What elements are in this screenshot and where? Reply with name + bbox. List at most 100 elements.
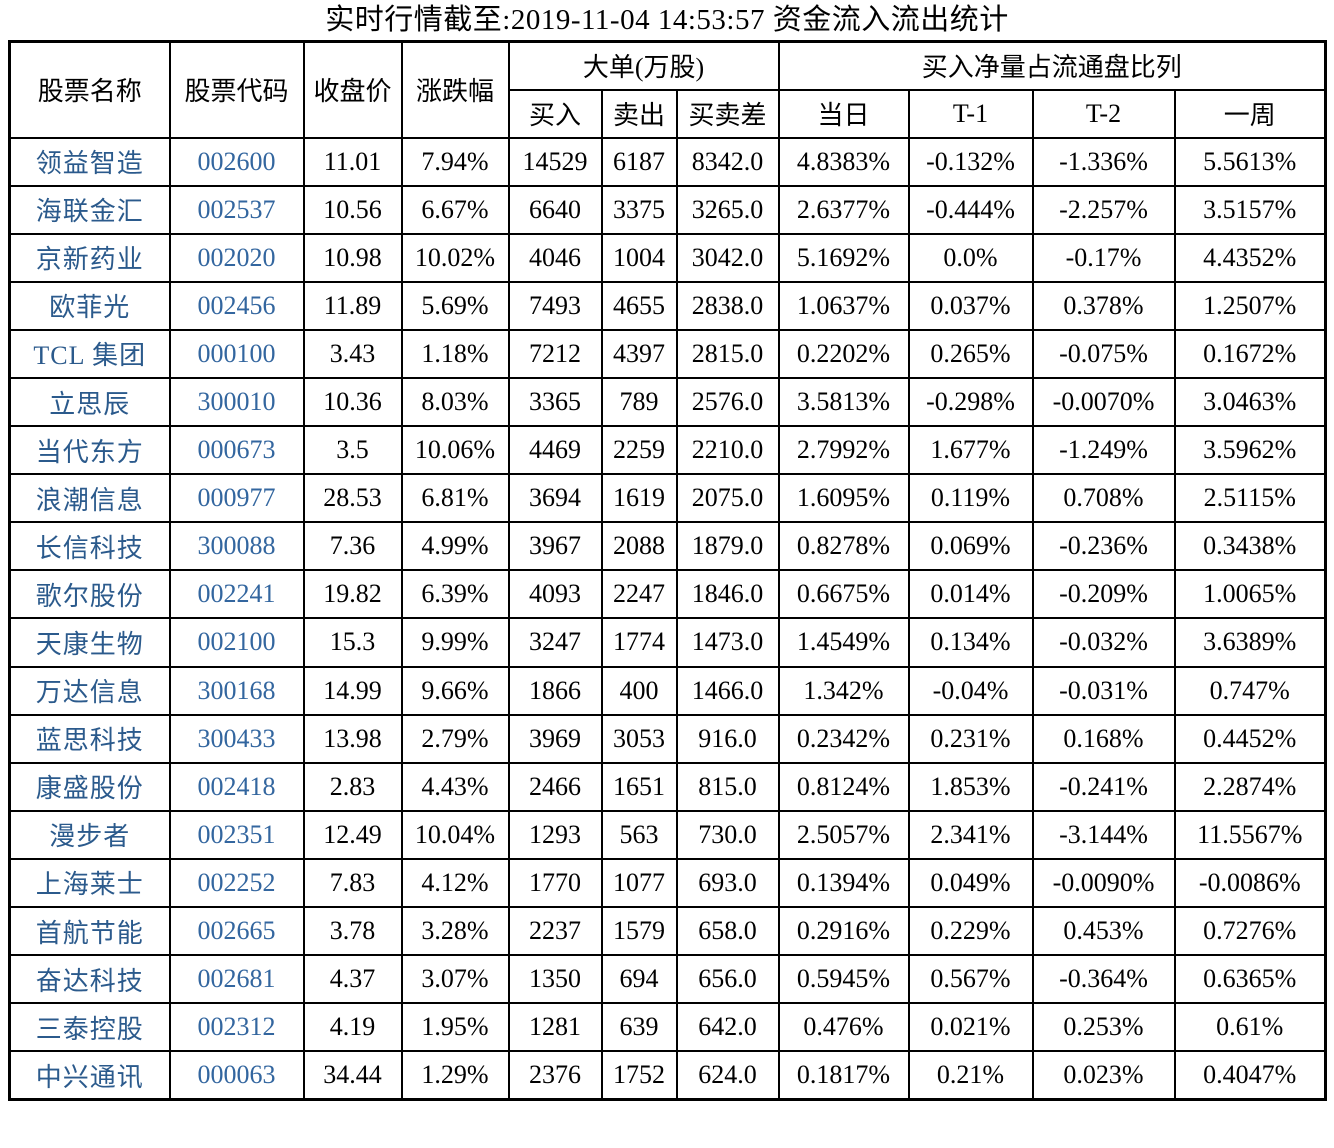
stock-code-cell: 002456 [168, 280, 305, 331]
stock-name-cell: TCL 集团 [8, 328, 171, 379]
sell-cell: 563 [600, 809, 678, 860]
buy-sell-diff-cell: 693.0 [675, 857, 780, 909]
stock-name-cell: 欧菲光 [8, 280, 171, 331]
close-price-cell: 3.5 [302, 425, 403, 476]
col-header-week: 一周 [1173, 88, 1327, 139]
close-price-cell: 19.82 [302, 569, 403, 620]
change-pct-cell: 6.67% [400, 184, 510, 235]
sell-cell: 3053 [600, 713, 678, 764]
t2-ratio-cell: 0.253% [1031, 1002, 1176, 1053]
change-pct-cell: 10.06% [400, 425, 510, 476]
t2-ratio-cell: -0.17% [1031, 232, 1176, 283]
fund-flow-table: 股票名称 股票代码 收盘价 涨跌幅 大单(万股) 买入净量占流通盘比列 买入 卖… [8, 40, 1328, 1101]
stock-code-cell: 002020 [168, 232, 305, 283]
t2-ratio-cell: 0.378% [1031, 280, 1176, 331]
stock-code-cell: 002418 [168, 761, 305, 812]
table-body: 领益智造 002600 11.01 7.94% 14529 6187 8342.0 4.838… [8, 136, 1327, 1101]
t2-ratio-cell: -0.0090% [1031, 857, 1176, 909]
close-price-cell: 10.98 [302, 232, 403, 283]
buy-sell-diff-cell: 3265.0 [675, 184, 780, 235]
sell-cell: 4655 [600, 280, 678, 331]
today-ratio-cell: 1.6095% [777, 473, 910, 524]
stock-code-cell: 300088 [168, 521, 305, 572]
today-ratio-cell: 0.2916% [777, 905, 910, 957]
t1-ratio-cell: 0.069% [907, 521, 1034, 572]
close-price-cell: 7.36 [302, 521, 403, 572]
buy-sell-diff-cell: 624.0 [675, 1050, 780, 1101]
stock-name-cell: 万达信息 [8, 665, 171, 716]
close-price-cell: 10.56 [302, 184, 403, 235]
t1-ratio-cell: -0.04% [907, 665, 1034, 716]
stock-code-cell: 002312 [168, 1002, 305, 1053]
today-ratio-cell: 0.1394% [777, 857, 910, 909]
stock-name-cell: 领益智造 [8, 136, 171, 187]
change-pct-cell: 4.99% [400, 521, 510, 572]
t2-ratio-cell: -3.144% [1031, 809, 1176, 860]
buy-sell-diff-cell: 1466.0 [675, 665, 780, 716]
stock-name-cell: 上海莱士 [8, 857, 171, 909]
t2-ratio-cell: -0.364% [1031, 954, 1176, 1005]
buy-cell: 2466 [507, 761, 603, 812]
today-ratio-cell: 2.6377% [777, 184, 910, 235]
close-price-cell: 15.3 [302, 617, 403, 668]
change-pct-cell: 10.04% [400, 809, 510, 860]
t2-ratio-cell: -2.257% [1031, 184, 1176, 235]
stock-name-cell: 中兴通讯 [8, 1050, 171, 1101]
t1-ratio-cell: 0.265% [907, 328, 1034, 379]
buy-cell: 1293 [507, 809, 603, 860]
change-pct-cell: 7.94% [400, 136, 510, 187]
buy-sell-diff-cell: 2075.0 [675, 473, 780, 524]
today-ratio-cell: 4.8383% [777, 136, 910, 187]
table-row: 欧菲光 002456 11.89 5.69% 7493 4655 2838.0 1.0637%… [8, 280, 1327, 331]
stock-name-cell: 奋达科技 [8, 954, 171, 1005]
t1-ratio-cell: -0.298% [907, 376, 1034, 428]
stock-code-cell: 000673 [168, 425, 305, 476]
stock-name-cell: 康盛股份 [8, 761, 171, 812]
stock-name-cell: 歌尔股份 [8, 569, 171, 620]
col-header-stock-code: 股票代码 [168, 40, 305, 139]
buy-cell: 4469 [507, 425, 603, 476]
close-price-cell: 3.43 [302, 328, 403, 379]
buy-cell: 1281 [507, 1002, 603, 1053]
week-ratio-cell: 4.4352% [1173, 232, 1327, 283]
stock-name-cell: 漫步者 [8, 809, 171, 860]
table-row: 奋达科技 002681 4.37 3.07% 1350 694 656.0 0.5945% 0.… [8, 954, 1327, 1005]
close-price-cell: 3.78 [302, 905, 403, 957]
t1-ratio-cell: 0.037% [907, 280, 1034, 331]
week-ratio-cell: 1.2507% [1173, 280, 1327, 331]
change-pct-cell: 9.66% [400, 665, 510, 716]
sell-cell: 400 [600, 665, 678, 716]
t1-ratio-cell: 0.229% [907, 905, 1034, 957]
buy-sell-diff-cell: 8342.0 [675, 136, 780, 187]
close-price-cell: 4.19 [302, 1002, 403, 1053]
change-pct-cell: 1.95% [400, 1002, 510, 1053]
week-ratio-cell: 0.61% [1173, 1002, 1327, 1053]
buy-sell-diff-cell: 730.0 [675, 809, 780, 860]
today-ratio-cell: 0.476% [777, 1002, 910, 1053]
buy-cell: 4093 [507, 569, 603, 620]
close-price-cell: 13.98 [302, 713, 403, 764]
buy-cell: 3967 [507, 521, 603, 572]
stock-code-cell: 002100 [168, 617, 305, 668]
buy-sell-diff-cell: 1879.0 [675, 521, 780, 572]
today-ratio-cell: 3.5813% [777, 376, 910, 428]
t2-ratio-cell: -0.075% [1031, 328, 1176, 379]
week-ratio-cell: 0.4452% [1173, 713, 1327, 764]
t2-ratio-cell: 0.168% [1031, 713, 1176, 764]
today-ratio-cell: 0.2202% [777, 328, 910, 379]
t1-ratio-cell: 0.0% [907, 232, 1034, 283]
t1-ratio-cell: 0.567% [907, 954, 1034, 1005]
buy-cell: 3969 [507, 713, 603, 764]
t2-ratio-cell: -0.236% [1031, 521, 1176, 572]
stock-name-cell: 天康生物 [8, 617, 171, 668]
sell-cell: 3375 [600, 184, 678, 235]
buy-sell-diff-cell: 2210.0 [675, 425, 780, 476]
t2-ratio-cell: -0.032% [1031, 617, 1176, 668]
buy-sell-diff-cell: 815.0 [675, 761, 780, 812]
buy-cell: 3247 [507, 617, 603, 668]
buy-sell-diff-cell: 642.0 [675, 1002, 780, 1053]
t1-ratio-cell: 1.853% [907, 761, 1034, 812]
buy-sell-diff-cell: 658.0 [675, 905, 780, 957]
buy-cell: 4046 [507, 232, 603, 283]
t1-ratio-cell: 0.21% [907, 1050, 1034, 1101]
